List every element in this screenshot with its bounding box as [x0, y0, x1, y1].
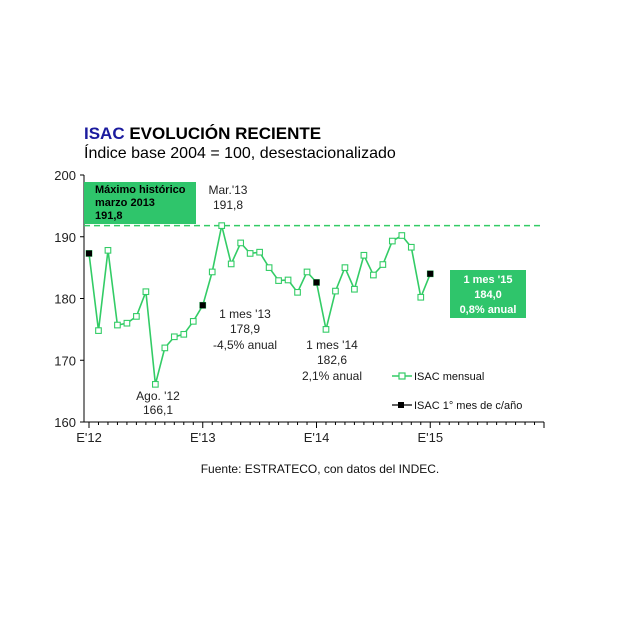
y-tick-label: 190 [54, 230, 76, 245]
series-point-isac-mensual [284, 276, 292, 284]
series-point-isac-mensual [227, 260, 235, 268]
annotation-min-label: Ago. '12 [136, 389, 180, 403]
series-point-isac-mensual [275, 277, 282, 284]
series-point-isac-mensual [370, 271, 377, 279]
legend-label-monthly: ISAC mensual [414, 371, 484, 383]
y-tick-label: 170 [54, 353, 76, 368]
series-point-isac-mensual [142, 288, 150, 296]
series-point-isac-mensual [256, 248, 263, 256]
x-tick-label: E'13 [190, 430, 216, 445]
current-box [450, 270, 526, 318]
series-point-isac-mensual [170, 333, 178, 341]
annotation-2013-value: 178,9 [230, 322, 260, 336]
x-tick-label: E'14 [304, 430, 330, 445]
series-point-isac-mensual [208, 268, 216, 276]
info-boxes: Máximo histórico marzo 2013 191,8 1 mes … [84, 182, 526, 318]
max-box-line-1: Máximo histórico [95, 184, 186, 196]
series-point-isac-mensual [114, 321, 121, 329]
series-point-first-month [86, 250, 92, 257]
series-point-isac-mensual [294, 288, 301, 296]
series-point-isac-mensual [398, 232, 406, 239]
title-brand: ISAC [84, 124, 125, 143]
legend-marker-first-month [398, 402, 404, 408]
y-tick-label: 180 [54, 292, 76, 307]
series-point-isac-mensual [407, 243, 415, 251]
current-box-line-2: 184,0 [474, 289, 502, 301]
source-note: Fuente: ESTRATECO, con datos del INDEC. [200, 462, 440, 476]
series-point-isac-mensual [246, 250, 254, 257]
chart-subtitle: Índice base 2004 = 100, desestacionaliza… [84, 145, 396, 162]
max-box-line-2: marzo 2013 [95, 197, 155, 209]
annotation-2014-label: 1 mes '14 [306, 338, 358, 352]
x-tick-label: E'12 [76, 430, 102, 445]
series-point-isac-mensual [237, 239, 245, 247]
y-tick-label: 200 [54, 168, 76, 183]
annotation-2013-note: -4,5% anual [213, 338, 277, 352]
series-point-first-month [313, 279, 320, 286]
series-point-isac-mensual [95, 327, 102, 334]
series-point-isac-mensual [341, 264, 349, 271]
current-box-line-1: 1 mes '15 [463, 274, 512, 286]
series-point-isac-mensual [265, 264, 273, 271]
annotation-max-value: 191,8 [213, 198, 243, 212]
series-point-isac-mensual [189, 317, 197, 325]
series-point-isac-mensual [332, 287, 339, 295]
y-tick-label: 160 [54, 415, 76, 430]
annotation-2013-label: 1 mes '13 [219, 307, 271, 321]
series-point-isac-mensual [379, 261, 387, 268]
legend-marker-monthly [398, 372, 406, 380]
max-box [84, 182, 196, 224]
x-tick-label: E'15 [417, 430, 443, 445]
series-point-isac-mensual [180, 330, 188, 338]
title-rest: EVOLUCIÓN RECIENTE [124, 124, 322, 143]
series-point-isac-mensual [104, 246, 112, 254]
current-box-line-3: 0,8% anual [460, 304, 517, 316]
annotations: Mar.'13 191,8 1 mes '13 178,9 -4,5% anua… [136, 183, 362, 417]
title-block: ISAC EVOLUCIÓN RECIENTE Índice base 2004… [84, 124, 396, 163]
annotation-2014-value: 182,6 [317, 353, 347, 367]
series-point-first-month [427, 270, 434, 277]
series-point-isac-mensual [322, 326, 330, 333]
chart-title: ISAC EVOLUCIÓN RECIENTE [84, 124, 396, 144]
series-point-isac-mensual [123, 319, 131, 327]
legend-label-first-month: ISAC 1° mes de c/año [414, 400, 522, 412]
series-point-isac-mensual [152, 380, 159, 388]
series-point-isac-mensual [161, 344, 169, 352]
series-point-isac-mensual [303, 268, 311, 276]
series-point-isac-mensual [388, 237, 396, 245]
series-group [85, 222, 434, 388]
series-point-isac-mensual [218, 222, 226, 229]
series-point-isac-mensual [351, 285, 358, 293]
legend: ISAC mensual ISAC 1° mes de c/año [392, 371, 522, 412]
series-point-isac-mensual [417, 293, 425, 301]
series-point-first-month [199, 302, 206, 309]
max-box-line-3: 191,8 [95, 210, 123, 222]
annotation-2014-note: 2,1% anual [302, 369, 362, 383]
annotation-max-label: Mar.'13 [209, 183, 248, 197]
annotation-min-value: 166,1 [143, 403, 173, 417]
series-point-isac-mensual [133, 313, 140, 320]
series-point-isac-mensual [360, 251, 368, 259]
